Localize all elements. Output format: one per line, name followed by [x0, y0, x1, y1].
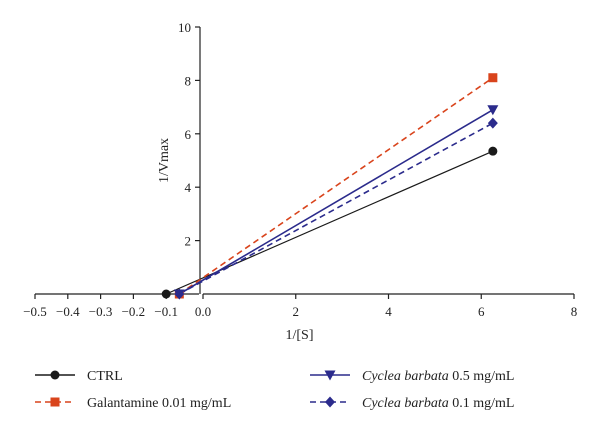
x-tick-label: −0.4: [56, 304, 80, 319]
x-tick-label: 8: [571, 304, 578, 319]
x-tick-label: −0.3: [89, 304, 113, 319]
y-tick-label: 2: [185, 234, 192, 249]
legend-item-1: Galantamine 0.01 mg/mL: [35, 396, 231, 411]
y-tick-label: 10: [178, 20, 191, 35]
x-tick-label: 0.0: [195, 304, 211, 319]
series-line-1: [178, 77, 494, 295]
data-point-series-2: [487, 105, 499, 116]
axes: [34, 26, 575, 299]
x-tick-label: 2: [293, 304, 300, 319]
legend-label: Cyclea barbata 0.1 mg/mL: [362, 396, 514, 411]
legend-label: CTRL: [87, 369, 123, 384]
legend-item-2: Cyclea barbata 0.5 mg/mL: [310, 369, 514, 384]
legend-item-0: CTRL: [35, 369, 123, 384]
legend-marker-icon: [50, 397, 60, 407]
series-line-2: [178, 109, 494, 295]
x-tick-label: 6: [478, 304, 485, 319]
data-point-series-0: [488, 146, 498, 156]
tick-labels: −0.5 −0.4 −0.3 −0.2 −0.1 0.0 2 4 6 8 2 4 6 8 10: [23, 20, 577, 319]
data-point-series-0: [161, 289, 171, 299]
y-axis-title: 1/Vmax: [157, 138, 172, 183]
legend-label: Cyclea barbata 0.5 mg/mL: [362, 369, 514, 384]
legend: CTRL Cyclea barbata 0.5 mg/mL Galantamine …: [35, 369, 514, 411]
legend-marker-icon: [325, 396, 335, 408]
x-tick-label: −0.5: [23, 304, 47, 319]
legend-marker-icon: [324, 370, 336, 381]
legend-marker-icon: [50, 370, 60, 380]
data-point-series-3: [487, 117, 498, 129]
data-point-series-3: [174, 288, 185, 300]
legend-label: Galantamine 0.01 mg/mL: [87, 396, 231, 411]
legend-item-3: Cyclea barbata 0.1 mg/mL: [310, 396, 514, 411]
x-tick-label: −0.1: [154, 304, 178, 319]
data-markers: [161, 73, 499, 300]
data-point-series-1: [488, 73, 498, 83]
x-axis-title: 1/[S]: [286, 328, 314, 343]
x-tick-label: 4: [385, 304, 392, 319]
x-tick-label: −0.2: [122, 304, 146, 319]
series-line-3: [178, 122, 494, 295]
y-tick-label: 6: [185, 127, 192, 142]
series-lines: [165, 77, 494, 295]
y-tick-label: 4: [185, 180, 192, 195]
y-tick-label: 8: [185, 73, 192, 88]
